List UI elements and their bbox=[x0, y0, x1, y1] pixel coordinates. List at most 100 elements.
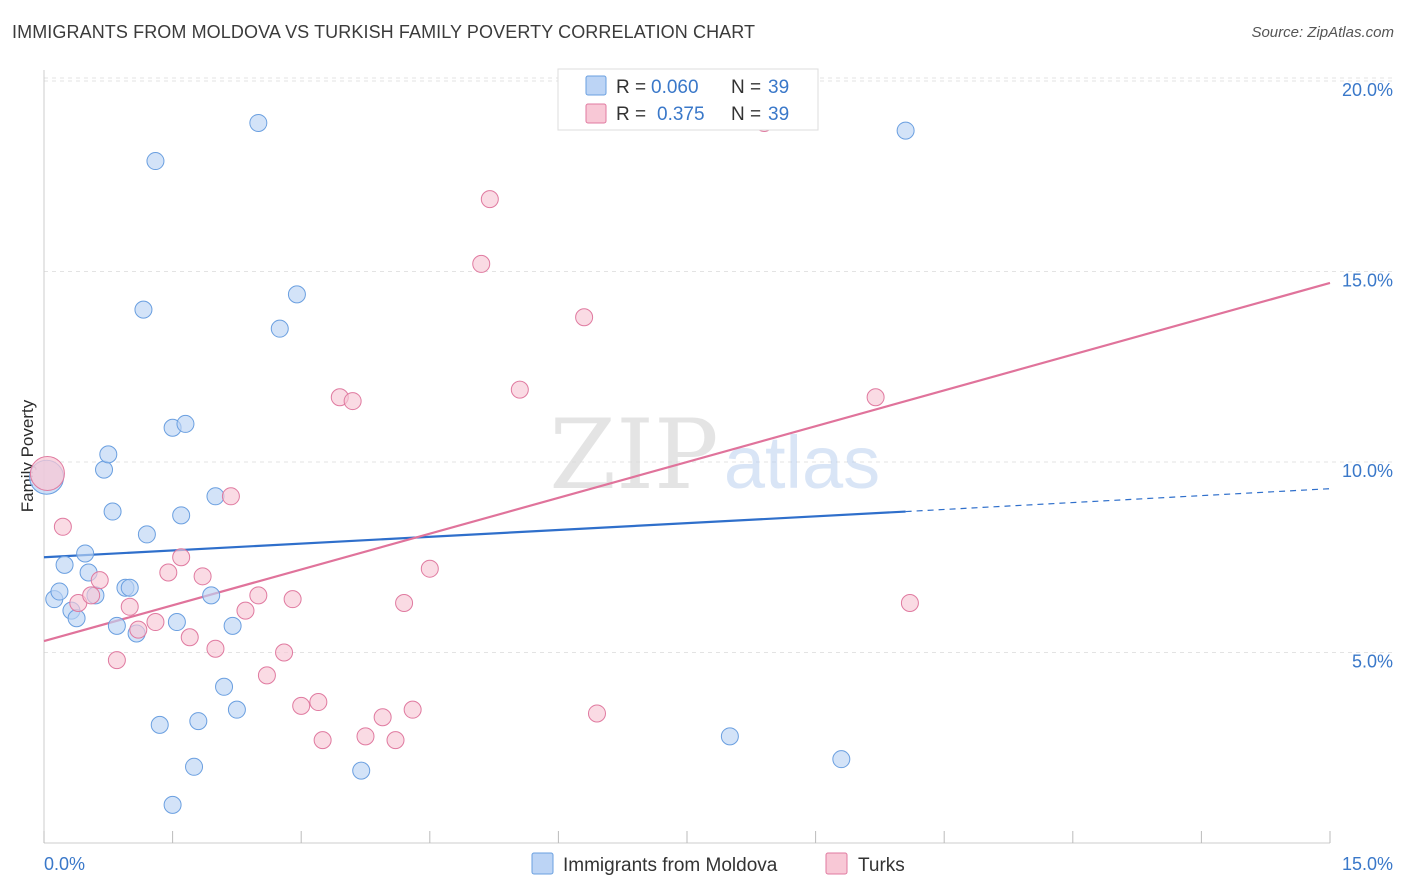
turks-point bbox=[180, 628, 199, 647]
turks-point bbox=[356, 727, 375, 746]
turks-point bbox=[29, 455, 65, 491]
x-tick-label: 15.0% bbox=[1342, 854, 1393, 874]
turks-point bbox=[472, 254, 491, 273]
turks-point bbox=[313, 731, 332, 750]
moldova-r-value: 0.060 bbox=[651, 77, 699, 98]
turks-point bbox=[386, 731, 405, 750]
moldova-point bbox=[67, 609, 86, 628]
turks-point bbox=[82, 586, 101, 605]
moldova-r-label: R = bbox=[616, 77, 646, 98]
legend-moldova-label: Immigrants from Moldova bbox=[563, 855, 778, 876]
turks-point bbox=[309, 693, 328, 712]
turks-point bbox=[275, 643, 294, 662]
watermark: ZIP atlas bbox=[549, 399, 880, 511]
moldova-point bbox=[189, 712, 208, 731]
chart-title: IMMIGRANTS FROM MOLDOVA VS TURKISH FAMIL… bbox=[12, 22, 756, 42]
turks-r-label: R = bbox=[616, 104, 646, 125]
turks-point bbox=[587, 704, 606, 723]
moldova-point bbox=[352, 761, 371, 780]
moldova-point bbox=[202, 586, 221, 605]
turks-n-label: N = bbox=[731, 104, 761, 125]
y-tick-label: 15.0% bbox=[1342, 271, 1393, 291]
turks-point bbox=[206, 639, 225, 658]
moldova-point bbox=[120, 578, 139, 597]
turks-n-value: 39 bbox=[768, 104, 789, 125]
turks-point bbox=[866, 388, 885, 407]
moldova-point bbox=[215, 677, 234, 696]
stats-legend: R = 0.060 N = 39 R = 0.375 N = 39 bbox=[557, 68, 819, 131]
moldova-point bbox=[185, 757, 204, 776]
trend-lines bbox=[43, 281, 1331, 643]
moldova-point bbox=[150, 715, 169, 734]
source-label: Source: ZipAtlas.com bbox=[1251, 24, 1394, 41]
turks-point bbox=[236, 601, 255, 620]
turks-point bbox=[510, 380, 529, 399]
moldova-n-value: 39 bbox=[768, 77, 789, 98]
turks-point bbox=[193, 567, 212, 586]
turks-point bbox=[373, 708, 392, 727]
turks-point bbox=[900, 593, 919, 612]
moldova-point bbox=[270, 319, 289, 338]
turks-point bbox=[420, 559, 439, 578]
turks-point bbox=[257, 666, 276, 685]
moldova-point bbox=[227, 700, 246, 719]
legend-moldova-swatch bbox=[531, 852, 554, 875]
moldova-point bbox=[896, 121, 915, 140]
turks-point bbox=[172, 548, 191, 567]
moldova-point bbox=[107, 616, 126, 635]
turks-point bbox=[120, 597, 139, 616]
moldova-point bbox=[163, 795, 182, 814]
turks-point bbox=[343, 392, 362, 411]
turks-swatch bbox=[585, 103, 607, 124]
turks-point bbox=[107, 651, 126, 670]
x-ticks bbox=[43, 831, 1331, 843]
y-tick-labels: 5.0% 10.0% 15.0% 20.0% bbox=[1342, 80, 1393, 671]
turks-point bbox=[283, 590, 302, 609]
trend-line bbox=[43, 281, 1331, 643]
moldova-point bbox=[167, 613, 186, 632]
trend-line bbox=[43, 510, 906, 559]
moldova-point bbox=[223, 616, 242, 635]
moldova-point bbox=[134, 300, 153, 319]
moldova-point bbox=[137, 525, 156, 544]
turks-point bbox=[480, 190, 499, 209]
turks-point bbox=[53, 517, 72, 536]
x-tick-labels: 0.0% 15.0% bbox=[44, 854, 1393, 874]
turks-r-value: 0.375 bbox=[657, 104, 705, 125]
moldova-swatch bbox=[585, 75, 607, 96]
moldova-n-label: N = bbox=[731, 77, 761, 98]
watermark-atlas: atlas bbox=[724, 421, 880, 504]
turks-point bbox=[159, 563, 178, 582]
legend-turks-label: Turks bbox=[858, 855, 905, 876]
moldova-point bbox=[720, 727, 739, 746]
moldova-point bbox=[176, 414, 195, 433]
moldova-point bbox=[99, 445, 118, 464]
turks-point bbox=[395, 593, 414, 612]
trend-line-extension bbox=[905, 488, 1331, 513]
turks-point bbox=[221, 487, 240, 506]
moldova-point bbox=[249, 113, 268, 132]
turks-point bbox=[129, 620, 148, 639]
y-tick-label: 10.0% bbox=[1342, 461, 1393, 481]
moldova-point bbox=[50, 582, 69, 601]
legend-turks-swatch bbox=[825, 852, 848, 875]
turks-point bbox=[292, 696, 311, 715]
turks-point bbox=[403, 700, 422, 719]
moldova-point bbox=[55, 555, 74, 574]
turks-point bbox=[146, 613, 165, 632]
moldova-point bbox=[76, 544, 95, 563]
grid bbox=[44, 77, 1392, 654]
data-points bbox=[29, 113, 919, 814]
moldova-point bbox=[103, 502, 122, 521]
moldova-point bbox=[832, 750, 851, 769]
bottom-legend: Immigrants from Moldova Turks bbox=[531, 852, 905, 876]
turks-point bbox=[575, 308, 594, 327]
moldova-point bbox=[146, 152, 165, 171]
y-tick-label: 5.0% bbox=[1352, 652, 1393, 672]
moldova-point bbox=[206, 487, 225, 506]
moldova-point bbox=[287, 285, 306, 304]
turks-point bbox=[249, 586, 268, 605]
moldova-point bbox=[172, 506, 191, 525]
x-tick-label: 0.0% bbox=[44, 854, 85, 874]
